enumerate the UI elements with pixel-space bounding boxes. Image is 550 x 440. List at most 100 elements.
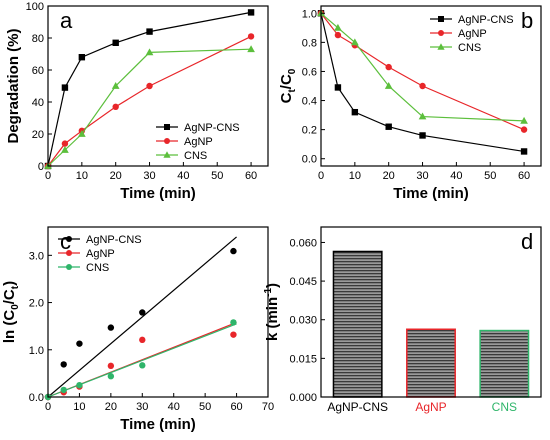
- legend-label-b-1: AgNP: [458, 28, 487, 40]
- legend-marker-a-2: [163, 151, 171, 158]
- y-tick-label-a-1: 20: [32, 129, 44, 141]
- data-point-a-1-1: [61, 140, 69, 147]
- x-tick-label-a-5: 50: [211, 170, 223, 182]
- data-point-c-2-2: [76, 381, 83, 389]
- series-line-a-2: [47, 48, 252, 167]
- y-tick-label-a-3: 60: [32, 65, 44, 77]
- data-point-c-0-5: [230, 247, 237, 255]
- x-tick-label-c-0: 0: [45, 401, 51, 413]
- x-tick-label-c-2: 20: [105, 401, 117, 413]
- y-tick-label-b-0: 0.0: [302, 154, 317, 166]
- x-tick-label-c-1: 10: [73, 401, 85, 413]
- data-point-b-2-1: [334, 23, 342, 31]
- x-tick-label-c-5: 50: [199, 401, 211, 413]
- plot-frame-a: [47, 5, 269, 167]
- legend-label-a-2: CNS: [184, 150, 207, 162]
- y-tick-label-c-3: 3.0: [29, 250, 44, 262]
- legend-marker-b-1: [438, 30, 444, 36]
- legend-marker-b-2: [437, 43, 445, 50]
- x-tick-label-b-0: 0: [318, 170, 324, 182]
- x-tick-label-c-6: 60: [230, 401, 242, 413]
- legend-label-c-0: AgNP-CNS: [86, 234, 142, 246]
- data-point-a-0-4: [146, 28, 153, 35]
- x-tick-label-c-3: 30: [136, 401, 148, 413]
- x-tick-label-b-5: 50: [484, 170, 496, 182]
- y-tick-label-d-1: 0.015: [289, 353, 317, 365]
- plot-frame-b: [320, 5, 542, 167]
- x-tick-label-a-3: 30: [143, 170, 155, 182]
- x-tick-label-a-6: 60: [245, 170, 257, 182]
- legend-label-b-0: AgNP-CNS: [458, 14, 514, 26]
- x-axis-title-a: Time (min): [120, 185, 196, 202]
- data-point-b-0-4: [419, 132, 426, 139]
- y-axis-title-c: ln (C0/Ct): [1, 281, 21, 343]
- data-point-b-0-3: [385, 123, 392, 130]
- y-tick-label-b-1: 0.2: [302, 125, 317, 137]
- legend-label-c-1: AgNP: [86, 248, 115, 260]
- data-point-c-0-4: [139, 309, 146, 316]
- legend-marker-c-0: [66, 236, 72, 242]
- data-point-b-1-5: [520, 126, 528, 133]
- x-tick-label-d-0: AgNP-CNS: [327, 400, 388, 414]
- data-point-b-2-3: [384, 82, 393, 89]
- data-point-c-1-3: [107, 362, 115, 370]
- x-tick-label-b-1: 10: [349, 170, 361, 182]
- x-tick-label-a-4: 40: [177, 170, 189, 182]
- data-point-b-1-4: [419, 82, 426, 90]
- panel-c: 0 10 20 30 40 50 60 70 0.0 1.0 2.0 3.0 Time (min) ln …: [1, 226, 274, 433]
- plot-frame-d: [320, 226, 542, 398]
- legend-marker-c-1: [66, 250, 72, 256]
- data-point-c-2-5: [230, 319, 237, 326]
- data-point-c-1-4: [139, 336, 146, 344]
- x-tick-label-c-4: 40: [168, 401, 180, 413]
- y-tick-label-b-4: 0.8: [302, 37, 317, 49]
- bar-d-0: [332, 250, 383, 398]
- data-point-a-2-5: [247, 45, 255, 53]
- data-point-c-0-1: [60, 361, 67, 368]
- bar-d-1: [406, 328, 456, 398]
- y-tick-label-a-2: 40: [32, 97, 44, 109]
- y-tick-label-c-2: 2.0: [29, 298, 44, 310]
- data-point-a-1-4: [146, 82, 153, 90]
- x-tick-label-d-1: AgNP: [415, 400, 446, 414]
- data-point-c-2-1: [60, 386, 67, 394]
- x-tick-label-b-3: 30: [416, 170, 428, 182]
- x-tick-label-a-1: 10: [76, 170, 88, 182]
- x-tick-label-d-2: CNS: [492, 400, 517, 414]
- data-point-c-0-2: [76, 340, 83, 347]
- data-point-b-0-1: [334, 84, 342, 91]
- data-point-a-0-5: [247, 9, 255, 16]
- y-axis-title-d: k (min-1): [263, 283, 281, 341]
- legend-marker-a-0: [164, 124, 170, 130]
- x-tick-label-b-6: 60: [518, 170, 530, 182]
- legend-marker-c-2: [66, 264, 72, 270]
- data-point-b-2-2: [351, 38, 359, 46]
- data-point-a-0-1: [61, 84, 69, 91]
- data-point-c-2-4: [139, 362, 146, 369]
- series-line-a-0: [47, 11, 252, 167]
- data-point-c-1-5: [230, 331, 237, 338]
- data-point-b-1-1: [334, 31, 342, 39]
- y-tick-label-d-2: 0.030: [289, 315, 317, 327]
- legend-marker-a-1: [164, 138, 170, 144]
- series-line-a-1: [47, 35, 252, 167]
- panel-d: AgNP-CNS AgNP CNS 0.000 0.015 0.030 0.045 0.060…: [263, 226, 542, 414]
- x-tick-label-c-7: 70: [262, 401, 274, 413]
- y-tick-label-b-3: 0.6: [302, 66, 317, 78]
- legend-label-a-0: AgNP-CNS: [184, 122, 240, 134]
- data-point-a-0-3: [112, 39, 119, 46]
- y-axis-title-b: Ct/C0: [278, 68, 298, 103]
- fit-line-c-0: [47, 236, 237, 398]
- data-point-a-0-2: [78, 54, 86, 61]
- y-tick-label-a-5: 100: [26, 1, 44, 13]
- x-tick-label-b-4: 40: [450, 170, 462, 182]
- y-tick-label-a-0: 0: [38, 161, 44, 173]
- data-point-b-0-2: [351, 108, 359, 116]
- series-line-b-1: [320, 12, 525, 131]
- data-point-a-1-5: [247, 33, 255, 40]
- legend-label-b-2: CNS: [458, 42, 481, 54]
- series-line-b-2: [320, 12, 525, 122]
- data-point-a-2-2: [78, 130, 86, 137]
- data-point-c-0-3: [107, 324, 115, 331]
- panel-label-c: c: [60, 229, 71, 254]
